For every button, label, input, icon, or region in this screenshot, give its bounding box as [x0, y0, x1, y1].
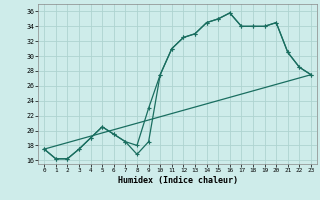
X-axis label: Humidex (Indice chaleur): Humidex (Indice chaleur)	[118, 176, 238, 185]
